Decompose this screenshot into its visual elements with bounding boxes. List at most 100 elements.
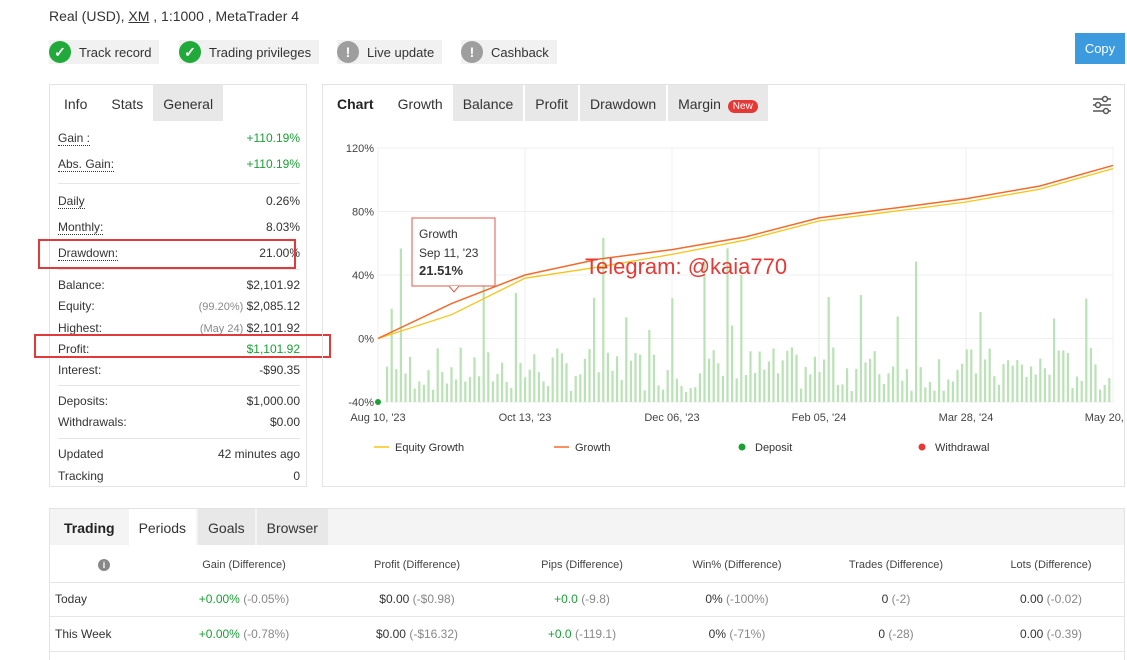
- daily-bar: [1108, 378, 1111, 402]
- daily-bar: [988, 348, 991, 402]
- copy-button[interactable]: Copy: [1075, 33, 1125, 64]
- y-axis: -40% 0% 40% 80% 120%: [346, 143, 374, 409]
- badge-track-record[interactable]: ✓ Track record: [49, 40, 160, 64]
- daily-bar: [942, 390, 945, 402]
- row-period: Today: [55, 592, 88, 606]
- tab-periods[interactable]: Periods: [128, 509, 197, 545]
- daily-bar: [422, 384, 425, 402]
- tab-chart[interactable]: Chart: [323, 85, 388, 121]
- tab-general[interactable]: General: [153, 85, 224, 121]
- daily-bar: [1025, 376, 1028, 402]
- daily-bar: [800, 388, 803, 402]
- daily-bar: [657, 385, 660, 402]
- tab-balance[interactable]: Balance: [452, 85, 524, 121]
- daily-bar: [809, 374, 812, 402]
- daily-bar: [694, 387, 697, 402]
- tab-info[interactable]: Info: [50, 85, 102, 121]
- divider: [50, 616, 1124, 617]
- equity-growth-line: [377, 168, 1114, 340]
- stat-equity: Equity: (99.20%) $2,085.12: [58, 299, 300, 313]
- daily-bar: [1103, 384, 1106, 402]
- info-icon[interactable]: i: [98, 559, 110, 571]
- daily-bar: [459, 347, 462, 402]
- daily-bar: [583, 358, 586, 402]
- y-tick-label: -40%: [348, 397, 374, 409]
- x-tick-label: May 20, '24: [1085, 412, 1123, 424]
- daily-bar: [606, 352, 609, 402]
- legend-growth[interactable]: Growth: [575, 442, 610, 454]
- stat-deposits: Deposits: $1,000.00: [58, 394, 300, 408]
- daily-bar: [427, 370, 430, 402]
- daily-bar: [441, 372, 444, 402]
- daily-bar: [993, 376, 996, 402]
- legend-withdrawal-swatch: [918, 443, 926, 451]
- daily-bar: [524, 377, 527, 402]
- deposit-marker[interactable]: [375, 399, 381, 405]
- row-gain: +0.00% (-0.05%): [198, 592, 290, 606]
- daily-bar: [827, 296, 830, 402]
- tab-growth[interactable]: Growth: [387, 85, 453, 121]
- daily-bar: [680, 385, 683, 402]
- profit-highlight-box: [34, 334, 331, 358]
- daily-bar: [519, 362, 522, 402]
- tab-trading[interactable]: Trading: [50, 509, 129, 545]
- badge-label: Cashback: [491, 44, 549, 60]
- tab-profit[interactable]: Profit: [525, 85, 578, 121]
- broker-link[interactable]: XM: [128, 8, 150, 24]
- daily-bar: [1048, 374, 1051, 402]
- daily-bar: [703, 260, 706, 402]
- daily-bar: [1062, 350, 1065, 402]
- row-profit: $0.00 (-$0.98): [379, 592, 455, 606]
- exclamation-icon: !: [461, 41, 483, 63]
- daily-bar: [547, 386, 550, 402]
- daily-bar: [1007, 360, 1010, 402]
- daily-bar: [616, 356, 619, 402]
- y-tick-label: 120%: [346, 143, 374, 155]
- tab-browser[interactable]: Browser: [256, 509, 328, 545]
- daily-bar: [901, 380, 904, 402]
- stat-interest: Interest: -$90.35: [58, 363, 300, 377]
- daily-bar: [698, 373, 701, 402]
- daily-bar: [1043, 368, 1046, 402]
- daily-bar: [1094, 364, 1097, 402]
- daily-bar: [974, 373, 977, 402]
- stat-tracking: Tracking 0: [58, 469, 300, 483]
- badge-trading-privileges[interactable]: ✓ Trading privileges: [179, 40, 320, 64]
- daily-bar: [961, 363, 964, 402]
- daily-bar: [487, 352, 490, 402]
- row-gain: +0.00% (-0.78%): [198, 627, 290, 641]
- daily-bar: [1039, 358, 1042, 402]
- legend-equity[interactable]: Equity Growth: [395, 442, 464, 454]
- legend-withdrawal[interactable]: Withdrawal: [935, 442, 989, 454]
- badge-live-update[interactable]: ! Live update: [337, 40, 443, 64]
- daily-bar: [1002, 364, 1005, 402]
- daily-bar: [501, 362, 504, 402]
- row-lots: 0.00 (-0.02): [1019, 592, 1083, 606]
- daily-bars: [386, 237, 1111, 402]
- badge-cashback[interactable]: ! Cashback: [461, 40, 557, 64]
- daily-bar: [565, 363, 568, 402]
- stats-panel: Info Stats General Gain : +110.19% Abs. G…: [49, 84, 307, 487]
- daily-bar: [450, 367, 453, 402]
- exclamation-icon: !: [337, 41, 359, 63]
- daily-bar: [878, 374, 881, 402]
- stat-drawdown: Drawdown: 21.00%: [58, 246, 300, 261]
- daily-bar: [781, 360, 784, 402]
- daily-bar: [813, 356, 816, 402]
- tab-goals[interactable]: Goals: [198, 509, 255, 545]
- tab-stats[interactable]: Stats: [101, 85, 154, 121]
- daily-bar: [533, 354, 536, 402]
- tooltip-title: Growth: [419, 227, 458, 241]
- row-profit: $0.00 (-$16.32): [375, 627, 459, 641]
- daily-bar: [478, 376, 481, 402]
- settings-sliders-icon[interactable]: [1091, 94, 1113, 116]
- daily-bar: [1089, 348, 1092, 402]
- tab-drawdown[interactable]: Drawdown: [579, 85, 667, 121]
- legend-deposit[interactable]: Deposit: [755, 442, 792, 454]
- daily-bar: [763, 369, 766, 402]
- daily-bar: [491, 381, 494, 402]
- tab-margin[interactable]: Margin New: [668, 85, 768, 121]
- daily-bar: [496, 373, 499, 402]
- daily-bar: [1053, 318, 1056, 402]
- daily-bar: [758, 351, 761, 402]
